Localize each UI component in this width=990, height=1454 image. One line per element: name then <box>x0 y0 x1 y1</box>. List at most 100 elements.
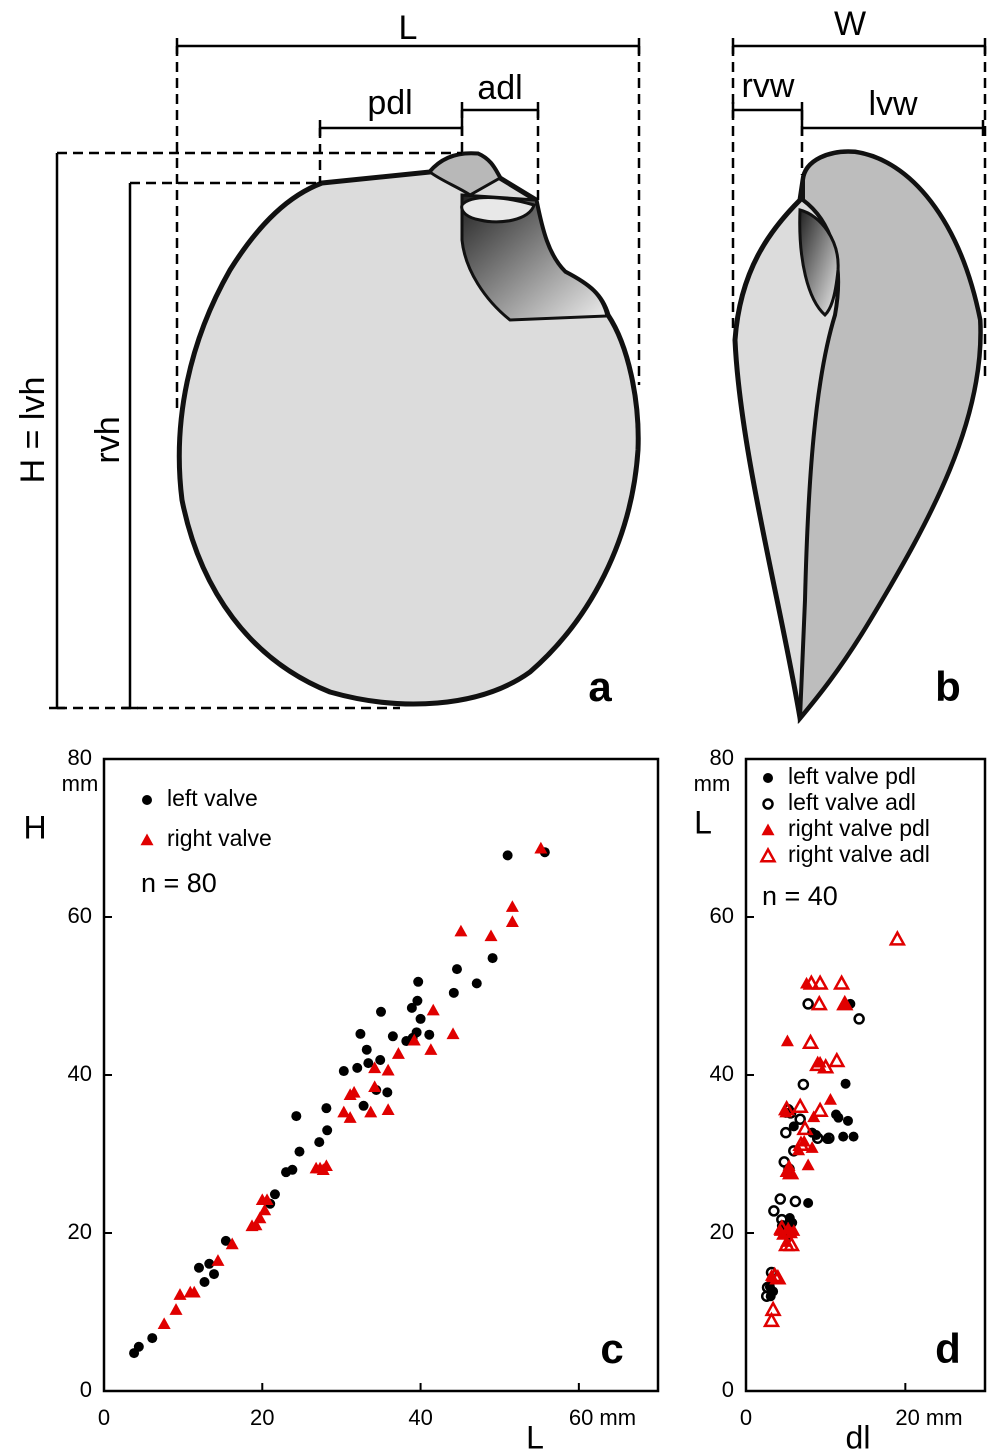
data-point <box>343 1111 357 1123</box>
y-tick-label: 0 <box>80 1377 92 1402</box>
data-point <box>338 1066 349 1077</box>
data-point <box>838 1131 849 1142</box>
data-point <box>782 1235 801 1252</box>
data-point <box>502 850 513 861</box>
data-point <box>187 1285 201 1298</box>
data-point <box>802 974 820 990</box>
data-point <box>842 1115 853 1126</box>
data-point <box>774 1193 787 1205</box>
data-point <box>836 994 854 1011</box>
x-axis-label: dl <box>846 1419 871 1454</box>
data-point <box>797 1134 811 1147</box>
y-tick-label: 80 <box>710 745 734 770</box>
data-point <box>391 1047 405 1059</box>
data-point <box>801 1033 820 1050</box>
data-point <box>376 1006 386 1017</box>
data-point <box>347 1085 361 1098</box>
panel-label: b <box>935 663 961 710</box>
data-point <box>169 1303 183 1315</box>
data-point <box>413 976 424 987</box>
data-point <box>761 1281 774 1294</box>
data-point <box>801 1158 815 1171</box>
data-point <box>853 1013 865 1025</box>
y-tick-label: 0 <box>722 1377 734 1402</box>
legend-label: left valve <box>167 785 258 811</box>
data-point <box>415 1013 426 1024</box>
legend-symbol <box>140 833 154 846</box>
dim-label: pdl <box>367 84 412 122</box>
x-tick-label: 60 mm <box>569 1405 636 1430</box>
data-point <box>322 1125 333 1136</box>
data-point <box>809 1055 827 1072</box>
data-point <box>848 1131 859 1142</box>
y-unit: mm <box>62 771 99 796</box>
data-point <box>157 1317 171 1330</box>
y-tick-label: 60 <box>710 903 734 928</box>
dimension-lines <box>49 38 987 710</box>
x-tick-label: 20 <box>250 1405 274 1430</box>
data-point <box>832 974 851 990</box>
data-point <box>803 1197 814 1208</box>
y-tick-label: 60 <box>68 903 92 928</box>
data-point <box>424 1029 435 1040</box>
data-point <box>199 1276 210 1287</box>
data-point <box>788 1121 799 1132</box>
data-point <box>823 1132 835 1144</box>
data-point <box>193 1262 204 1273</box>
data-point <box>787 1224 801 1236</box>
data-point <box>269 1189 280 1200</box>
y-axis-label: L <box>694 804 712 840</box>
data-point <box>291 1111 302 1122</box>
legend-symbol <box>759 846 777 863</box>
data-point <box>484 929 498 942</box>
data-point <box>337 1105 351 1118</box>
panel-label: c <box>600 1325 623 1372</box>
data-point <box>487 953 498 964</box>
legend-label: left valve adl <box>788 789 916 815</box>
x-tick-label: 0 <box>98 1405 110 1430</box>
data-point <box>361 1044 372 1055</box>
data-point <box>794 1113 806 1125</box>
shell-b <box>732 149 983 724</box>
legend-symbol <box>762 798 774 810</box>
dim-label: W <box>834 5 866 43</box>
data-point <box>796 1119 814 1136</box>
data-point <box>220 1235 231 1246</box>
data-point <box>314 1137 325 1148</box>
data-point <box>225 1237 239 1250</box>
data-point <box>769 1268 787 1285</box>
y-tick-label: 20 <box>710 1219 734 1244</box>
annotation: n = 80 <box>141 868 217 898</box>
x-tick-label: 0 <box>740 1405 752 1430</box>
data-point <box>833 1112 844 1123</box>
data-point <box>773 1219 791 1235</box>
dim-label: adl <box>477 69 522 107</box>
data-point <box>811 1101 829 1117</box>
data-point <box>762 1311 781 1328</box>
dim-label: rvh <box>89 416 127 463</box>
data-point <box>358 1100 369 1111</box>
y-tick-label: 40 <box>68 1061 92 1086</box>
data-point <box>204 1258 215 1269</box>
data-point <box>407 1033 421 1046</box>
data-point <box>810 994 828 1011</box>
data-point <box>294 1146 305 1157</box>
data-point <box>781 1163 800 1180</box>
data-point <box>368 1061 382 1074</box>
data-point <box>426 1003 440 1016</box>
data-point <box>768 1205 780 1217</box>
data-point <box>454 924 468 937</box>
data-point <box>363 1058 374 1069</box>
shell-a <box>176 151 641 707</box>
data-point <box>505 900 519 912</box>
data-point <box>780 1034 794 1047</box>
data-point <box>382 1087 393 1098</box>
annotation: n = 40 <box>762 881 838 911</box>
data-point <box>364 1105 378 1118</box>
data-point <box>260 1193 274 1206</box>
y-tick-label: 20 <box>68 1219 92 1244</box>
data-point <box>173 1288 187 1300</box>
data-point <box>406 1002 417 1013</box>
data-point <box>446 1027 460 1040</box>
